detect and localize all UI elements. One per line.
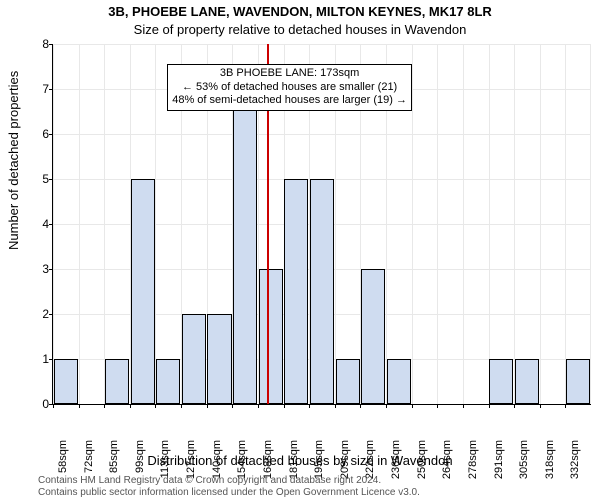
y-axis-label: Number of detached properties — [6, 71, 21, 250]
gridline-v — [463, 44, 464, 404]
xtick-mark — [437, 404, 438, 408]
xtick-mark — [360, 404, 361, 408]
histogram-bar — [259, 269, 283, 404]
histogram-bar — [131, 179, 155, 404]
xtick-mark — [309, 404, 310, 408]
histogram-bar — [310, 179, 334, 404]
gridline-v — [104, 44, 105, 404]
xtick-label: 264sqm — [441, 440, 453, 500]
ytick-label: 4 — [25, 217, 49, 231]
chart-title: 3B, PHOEBE LANE, WAVENDON, MILTON KEYNES… — [0, 4, 600, 19]
gridline-v — [540, 44, 541, 404]
gridline-v — [79, 44, 80, 404]
gridline-h — [53, 134, 591, 135]
ytick-label: 7 — [25, 82, 49, 96]
ytick-label: 3 — [25, 262, 49, 276]
xtick-mark — [412, 404, 413, 408]
chart-subtitle: Size of property relative to detached ho… — [0, 22, 600, 37]
gridline-v — [437, 44, 438, 404]
chart-container: 3B, PHOEBE LANE, WAVENDON, MILTON KEYNES… — [0, 0, 600, 500]
x-axis-label: Distribution of detached houses by size … — [0, 453, 600, 468]
xtick-mark — [79, 404, 80, 408]
footer-line-2: Contains public sector information licen… — [38, 487, 420, 498]
xtick-mark — [565, 404, 566, 408]
xtick-mark — [463, 404, 464, 408]
gridline-v — [565, 44, 566, 404]
histogram-bar — [361, 269, 385, 404]
annotation-box: 3B PHOEBE LANE: 173sqm← 53% of detached … — [167, 64, 412, 111]
gridline-v — [53, 44, 54, 404]
gridline-h — [53, 44, 591, 45]
ytick-label: 0 — [25, 397, 49, 411]
gridline-v — [590, 44, 591, 404]
histogram-bar — [54, 359, 78, 404]
histogram-bar — [566, 359, 590, 404]
histogram-bar — [489, 359, 513, 404]
gridline-v — [514, 44, 515, 404]
footer-line-1: Contains HM Land Registry data © Crown c… — [38, 475, 381, 486]
ytick-label: 2 — [25, 307, 49, 321]
plot-area: 01234567858sqm72sqm85sqm99sqm113sqm127sq… — [52, 44, 591, 405]
xtick-label: 318sqm — [544, 440, 556, 500]
xtick-mark — [284, 404, 285, 408]
xtick-mark — [53, 404, 54, 408]
histogram-bar — [105, 359, 129, 404]
xtick-mark — [181, 404, 182, 408]
ytick-label: 8 — [25, 37, 49, 51]
ytick-label: 6 — [25, 127, 49, 141]
xtick-mark — [130, 404, 131, 408]
histogram-bar — [207, 314, 231, 404]
xtick-mark — [258, 404, 259, 408]
xtick-mark — [540, 404, 541, 408]
xtick-label: 305sqm — [518, 440, 530, 500]
histogram-bar — [284, 179, 308, 404]
xtick-mark — [232, 404, 233, 408]
annotation-line-3: 48% of semi-detached houses are larger (… — [172, 94, 407, 108]
histogram-bar — [182, 314, 206, 404]
ytick-label: 5 — [25, 172, 49, 186]
ytick-label: 1 — [25, 352, 49, 366]
histogram-bar — [233, 89, 257, 404]
xtick-mark — [104, 404, 105, 408]
gridline-v — [155, 44, 156, 404]
histogram-bar — [336, 359, 360, 404]
xtick-label: 332sqm — [569, 440, 581, 500]
histogram-bar — [515, 359, 539, 404]
xtick-mark — [386, 404, 387, 408]
histogram-bar — [387, 359, 411, 404]
annotation-line-1: 3B PHOEBE LANE: 173sqm — [172, 67, 407, 81]
xtick-label: 278sqm — [467, 440, 479, 500]
xtick-label: 291sqm — [493, 440, 505, 500]
histogram-bar — [156, 359, 180, 404]
xtick-mark — [489, 404, 490, 408]
xtick-mark — [335, 404, 336, 408]
xtick-mark — [155, 404, 156, 408]
xtick-mark — [207, 404, 208, 408]
xtick-mark — [514, 404, 515, 408]
gridline-v — [489, 44, 490, 404]
annotation-line-2: ← 53% of detached houses are smaller (21… — [172, 81, 407, 95]
